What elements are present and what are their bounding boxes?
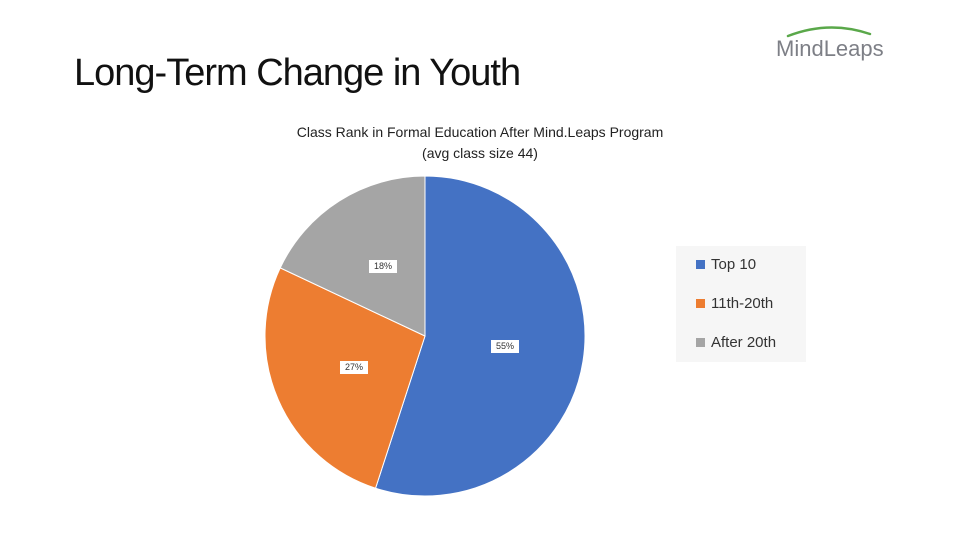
chart-title: Class Rank in Formal Education After Min… [296, 124, 664, 140]
legend-label: After 20th [711, 333, 777, 351]
pie-data-label-text-2: 27% [345, 362, 363, 372]
legend-item-2: 11th-20th [696, 293, 773, 313]
legend-item-1: Top 10 [696, 254, 756, 274]
chart-subtitle: (avg class size 44) [422, 145, 538, 161]
slide-title: Long-Term Change in Youth [74, 52, 521, 94]
chart-title-block: Class Rank in Formal Education After Min… [240, 122, 720, 164]
logo-text-mind: Mind [776, 36, 824, 61]
legend-label: Top 10 [711, 255, 757, 273]
pie-data-label-text-1: 55% [496, 341, 514, 351]
logo-text-leaps: Leaps [823, 36, 884, 61]
pie-data-label-3: 18% [369, 260, 397, 273]
pie-slice-2 [264, 267, 426, 489]
legend-swatch-icon [696, 298, 705, 308]
pie-slice-1 [374, 175, 586, 497]
legend-swatch-icon [696, 259, 705, 269]
pie-data-label-1: 55% [491, 340, 519, 353]
logo-arc-icon [786, 26, 872, 38]
legend-item-3: After 20th [696, 332, 776, 352]
pie-data-label-2: 27% [340, 361, 368, 374]
pie-data-label-text-3: 18% [374, 261, 392, 271]
logo-text: MindLeaps [776, 36, 884, 62]
chart-legend: Top 10 11th-20th After 20th [676, 246, 806, 362]
mindleaps-logo: MindLeaps [776, 24, 888, 68]
legend-label: 11th-20th [711, 294, 774, 312]
pie-slice-3 [279, 175, 426, 337]
legend-swatch-icon [696, 337, 705, 347]
